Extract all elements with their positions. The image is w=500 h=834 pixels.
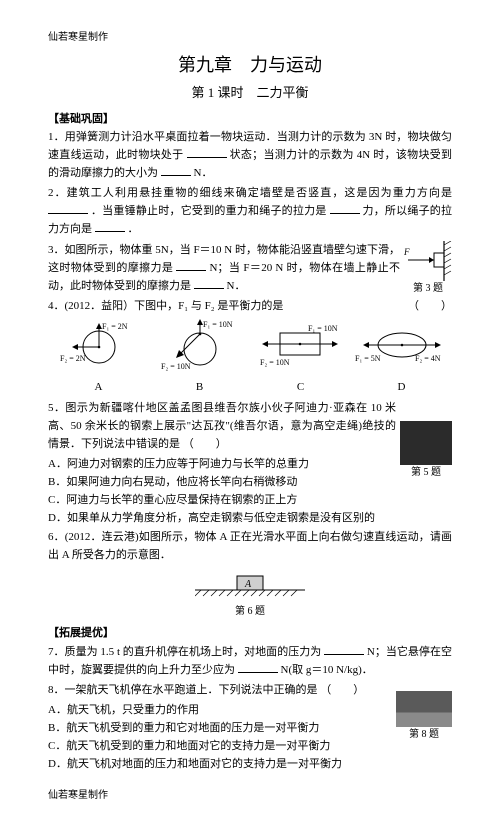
footer-credit: 仙若寒星制作 <box>48 788 452 805</box>
q8-opt-c[interactable]: C．航天飞机受到的重力和地面对它的支持力是一对平衡力 <box>48 737 452 755</box>
chapter-title: 第九章 力与运动 <box>48 51 452 81</box>
q2-t4: ． <box>128 223 139 235</box>
q4-a-label: A <box>48 378 149 396</box>
q1-blank-1[interactable] <box>187 147 227 158</box>
q3-blank-1[interactable] <box>176 260 206 271</box>
q5-opt-d[interactable]: D．如果单从力学角度分析，高空走钢索与低空走钢索是没有区别的 <box>48 509 452 527</box>
q5-opt-c[interactable]: C．阿迪力与长竿的重心应尽量保持在钢索的正上方 <box>48 491 452 509</box>
question-3-wrapper: F 第 3 题 3．如图所示，物体重 5N，当 F＝10 N 时，物体能沿竖直墙… <box>48 241 452 298</box>
question-1: 1．用弹簧测力计沿水平桌面拉着一物块运动．当测力计的示数为 3N 时，物块做匀速… <box>48 128 452 182</box>
q8-opt-d[interactable]: D．航天飞机对地面的压力和地面对它的支持力是一对平衡力 <box>48 755 452 773</box>
header-credit: 仙若寒星制作 <box>48 30 452 47</box>
q2-t2: ．当重锤静止时，它受到的重力和绳子的拉力是 <box>91 205 327 217</box>
question-4: 4．(2012．益阳）下图中，F₁ 与 F₂ 是平衡力的是 （ ） <box>48 297 452 315</box>
q4-d-f1: F₁ = 5N <box>355 354 381 363</box>
question-3: 3．如图所示，物体重 5N，当 F＝10 N 时，物体能沿竖直墙壁匀速下滑，这时… <box>48 241 452 295</box>
q4-a-f2: F₂ = 2N <box>60 354 86 363</box>
q3-t3: N． <box>227 280 246 292</box>
question-8-wrapper: 第 8 题 8．一架航天飞机停在水平跑道上．下列说法中正确的是 （ ） A．航天… <box>48 681 452 774</box>
q4-paren[interactable]: （ ） <box>408 297 452 315</box>
q6-figure: A 第 6 题 <box>48 568 452 621</box>
q4-fig-c-svg: F₁ = 10N F₂ = 10N <box>258 319 344 371</box>
q8-figure: 第 8 题 <box>396 691 452 744</box>
q4-d-f2: F₂ = 4N <box>415 354 441 363</box>
q4-b-label: B <box>149 378 250 396</box>
q7-blank-2[interactable] <box>238 662 278 673</box>
section-advance: 拓展提优 <box>48 624 452 642</box>
q1-blank-2[interactable] <box>161 165 191 176</box>
q4-fig-d: F₁ = 5N F₂ = 4N D <box>351 319 452 396</box>
q4-a-f1: F₁ = 2N <box>102 322 128 331</box>
question-6: 6．(2012．连云港)如图所示，物体 A 正在光滑水平面上向右做匀速直线运动，… <box>48 528 452 564</box>
q2-blank-1[interactable] <box>48 203 88 214</box>
q7-t3: N(取 g＝10 N/kg)． <box>281 664 373 676</box>
q5-opt-a[interactable]: A．阿迪力对钢索的压力应等于阿迪力与长竿的总重力 <box>48 455 452 473</box>
q7-t1: 7．质量为 1.5 t 的直升机停在机场上时，对地面的压力为 <box>48 646 321 658</box>
q4-fig-b-svg: F₁ = 10N F₂ = 10N <box>161 319 239 371</box>
q7-blank-1[interactable] <box>324 644 364 655</box>
question-2: 2．建筑工人利用悬挂重物的细线来确定墙壁是否竖直，这是因为重力方向是 ．当重锤静… <box>48 184 452 238</box>
q4-c-label: C <box>250 378 351 396</box>
q4-c-f2: F₂ = 10N <box>260 358 290 367</box>
q4-fig-d-svg: F₁ = 5N F₂ = 4N <box>355 319 449 371</box>
q4-fig-a-svg: F₁ = 2N F₂ = 2N <box>60 319 138 371</box>
q3-figure: F 第 3 题 <box>404 241 452 298</box>
question-5-wrapper: 第 5 题 5．图示为新疆喀什地区盖孟图县维吾尔族小伙子阿迪力·亚森在 10 米… <box>48 399 452 528</box>
q6-box-label: A <box>244 579 252 590</box>
q5-options: A．阿迪力对钢索的压力应等于阿迪力与长竿的总重力 B．如果阿迪力向右晃动，他应将… <box>48 455 452 528</box>
section-basic-text: 基础巩固 <box>48 113 114 125</box>
q5-photo <box>400 421 452 465</box>
q8-options: A．航天飞机，只受重力的作用 B．航天飞机受到的重力和它对地面的压力是一对平衡力… <box>48 701 452 774</box>
q1-text-c: N． <box>194 167 213 179</box>
q2-blank-3[interactable] <box>95 222 125 233</box>
q5-paren[interactable]: （ ） <box>183 438 227 450</box>
q8-opt-a[interactable]: A．航天飞机，只受重力的作用 <box>48 701 452 719</box>
q2-blank-2[interactable] <box>330 203 360 214</box>
q8-opt-b[interactable]: B．航天飞机受到的重力和它对地面的压力是一对平衡力 <box>48 719 452 737</box>
q2-t1: 2．建筑工人利用悬挂重物的细线来确定墙壁是否竖直，这是因为重力方向是 <box>48 187 452 199</box>
q8-paren[interactable]: （ ） <box>320 684 364 696</box>
q3-blank-2[interactable] <box>194 278 224 289</box>
q4-fig-b: F₁ = 10N F₂ = 10N B <box>149 319 250 396</box>
q4-b-f2: F₂ = 10N <box>161 362 191 371</box>
q5-opt-b[interactable]: B．如果阿迪力向右晃动，他应将长竿向右稍微移动 <box>48 473 452 491</box>
q4-fig-c: F₁ = 10N F₂ = 10N C <box>250 319 351 396</box>
q5-figure: 第 5 题 <box>400 421 452 482</box>
q4-fig-a: F₁ = 2N F₂ = 2N A <box>48 319 149 396</box>
q8-intro: 8．一架航天飞机停在水平跑道上．下列说法中正确的是 <box>48 684 318 696</box>
section-advance-text: 拓展提优 <box>48 627 114 639</box>
question-5: 5．图示为新疆喀什地区盖孟图县维吾尔族小伙子阿迪力·亚森在 10 米高、50 余… <box>48 399 452 453</box>
question-8: 8．一架航天飞机停在水平跑道上．下列说法中正确的是 （ ） <box>48 681 452 699</box>
question-7: 7．质量为 1.5 t 的直升机停在机场上时，对地面的压力为 N；当它悬停在空中… <box>48 643 452 679</box>
q5-caption: 第 5 题 <box>400 465 452 482</box>
q3-diagram: F <box>404 241 452 281</box>
q6-diagram: A <box>195 568 305 598</box>
svg-text:F: F <box>404 247 410 257</box>
q4-figure-row: F₁ = 2N F₂ = 2N A F₁ = 10N F₂ = 10N B F₁… <box>48 319 452 396</box>
q4-c-f1: F₁ = 10N <box>308 324 338 333</box>
q6-caption: 第 6 题 <box>48 604 452 621</box>
q4-text: 4．(2012．益阳）下图中，F₁ 与 F₂ 是平衡力的是 <box>48 300 283 312</box>
q4-d-label: D <box>351 378 452 396</box>
q8-photo <box>396 691 452 727</box>
q3-caption: 第 3 题 <box>404 281 452 298</box>
lesson-title: 第 1 课时 二力平衡 <box>48 82 452 103</box>
section-basic: 基础巩固 <box>48 110 452 128</box>
q4-b-f1: F₁ = 10N <box>203 320 233 329</box>
q8-caption: 第 8 题 <box>396 727 452 744</box>
